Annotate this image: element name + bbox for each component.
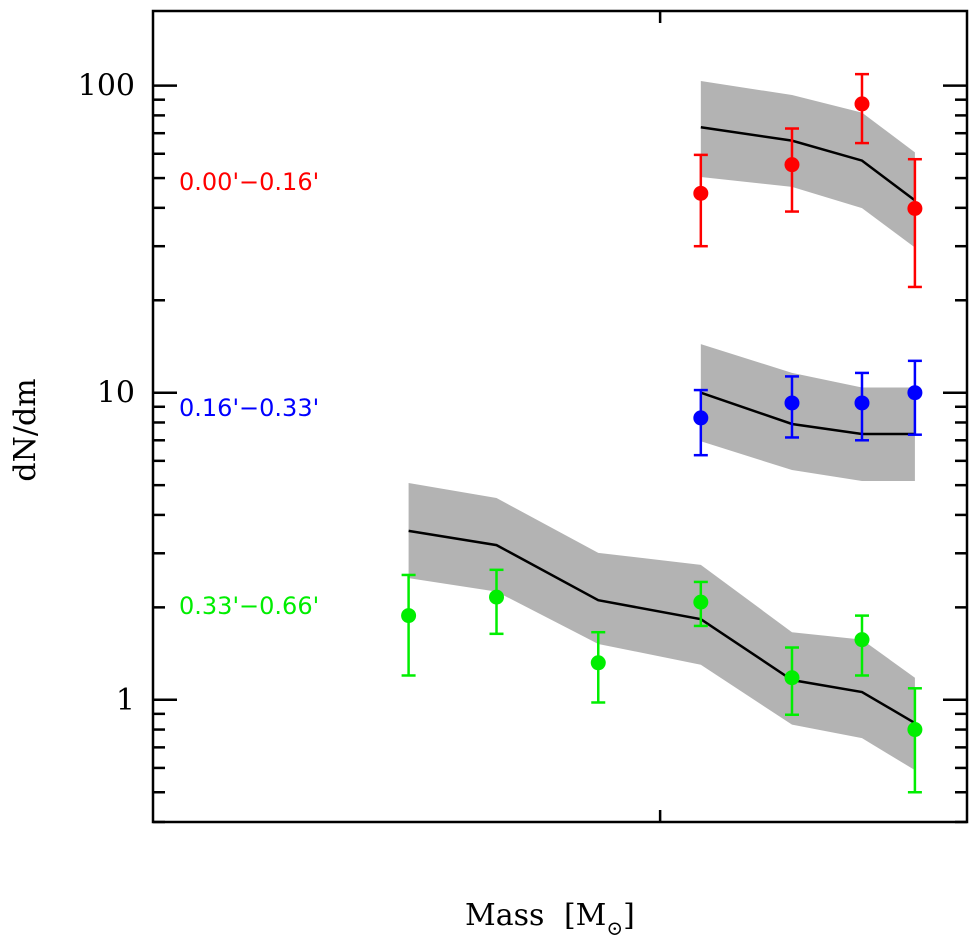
data-point bbox=[784, 670, 800, 686]
data-point bbox=[854, 96, 870, 112]
y-tick-labels: 1 10 100 bbox=[78, 69, 135, 718]
model-line-0 bbox=[700, 126, 916, 202]
data-point bbox=[693, 185, 709, 201]
model-band-2 bbox=[408, 483, 915, 771]
plot-frame bbox=[151, 9, 969, 824]
y-tick-label: 1 bbox=[116, 683, 135, 718]
y-tick-label: 100 bbox=[78, 69, 135, 104]
data-points bbox=[401, 96, 923, 738]
x-axis-title-main: Mass bbox=[465, 898, 544, 933]
series-label-1: 0.16'−0.33' bbox=[179, 394, 319, 422]
data-point bbox=[907, 201, 923, 217]
data-point bbox=[854, 632, 870, 648]
series-label-0: 0.00'−0.16' bbox=[179, 168, 319, 196]
data-point bbox=[907, 722, 923, 738]
data-point bbox=[784, 157, 800, 173]
data-point bbox=[693, 594, 709, 610]
series-labels: 0.00'−0.16' 0.16'−0.33' 0.33'−0.66' bbox=[179, 168, 319, 620]
data-point bbox=[401, 608, 417, 624]
data-point bbox=[693, 410, 709, 426]
data-point bbox=[489, 589, 505, 605]
model-band-1 bbox=[700, 344, 915, 481]
x-axis-title-bracket-open: [ bbox=[564, 898, 576, 933]
data-point bbox=[907, 385, 923, 401]
data-point bbox=[590, 655, 606, 671]
model-line-1 bbox=[700, 391, 915, 436]
x-axis-title: Mass [M⊙] bbox=[465, 898, 635, 938]
model-band-0 bbox=[700, 81, 915, 248]
x-axis-title-subscript: ⊙ bbox=[606, 916, 623, 938]
data-point bbox=[784, 395, 800, 411]
y-axis-title: dN/dm bbox=[8, 378, 43, 481]
x-axis-title-unit: M bbox=[576, 898, 607, 933]
model-bands bbox=[408, 81, 915, 771]
data-point bbox=[854, 395, 870, 411]
y-tick-label: 10 bbox=[97, 376, 135, 411]
x-axis-title-bracket-close: ] bbox=[623, 898, 635, 933]
series-label-2: 0.33'−0.66' bbox=[179, 592, 319, 620]
